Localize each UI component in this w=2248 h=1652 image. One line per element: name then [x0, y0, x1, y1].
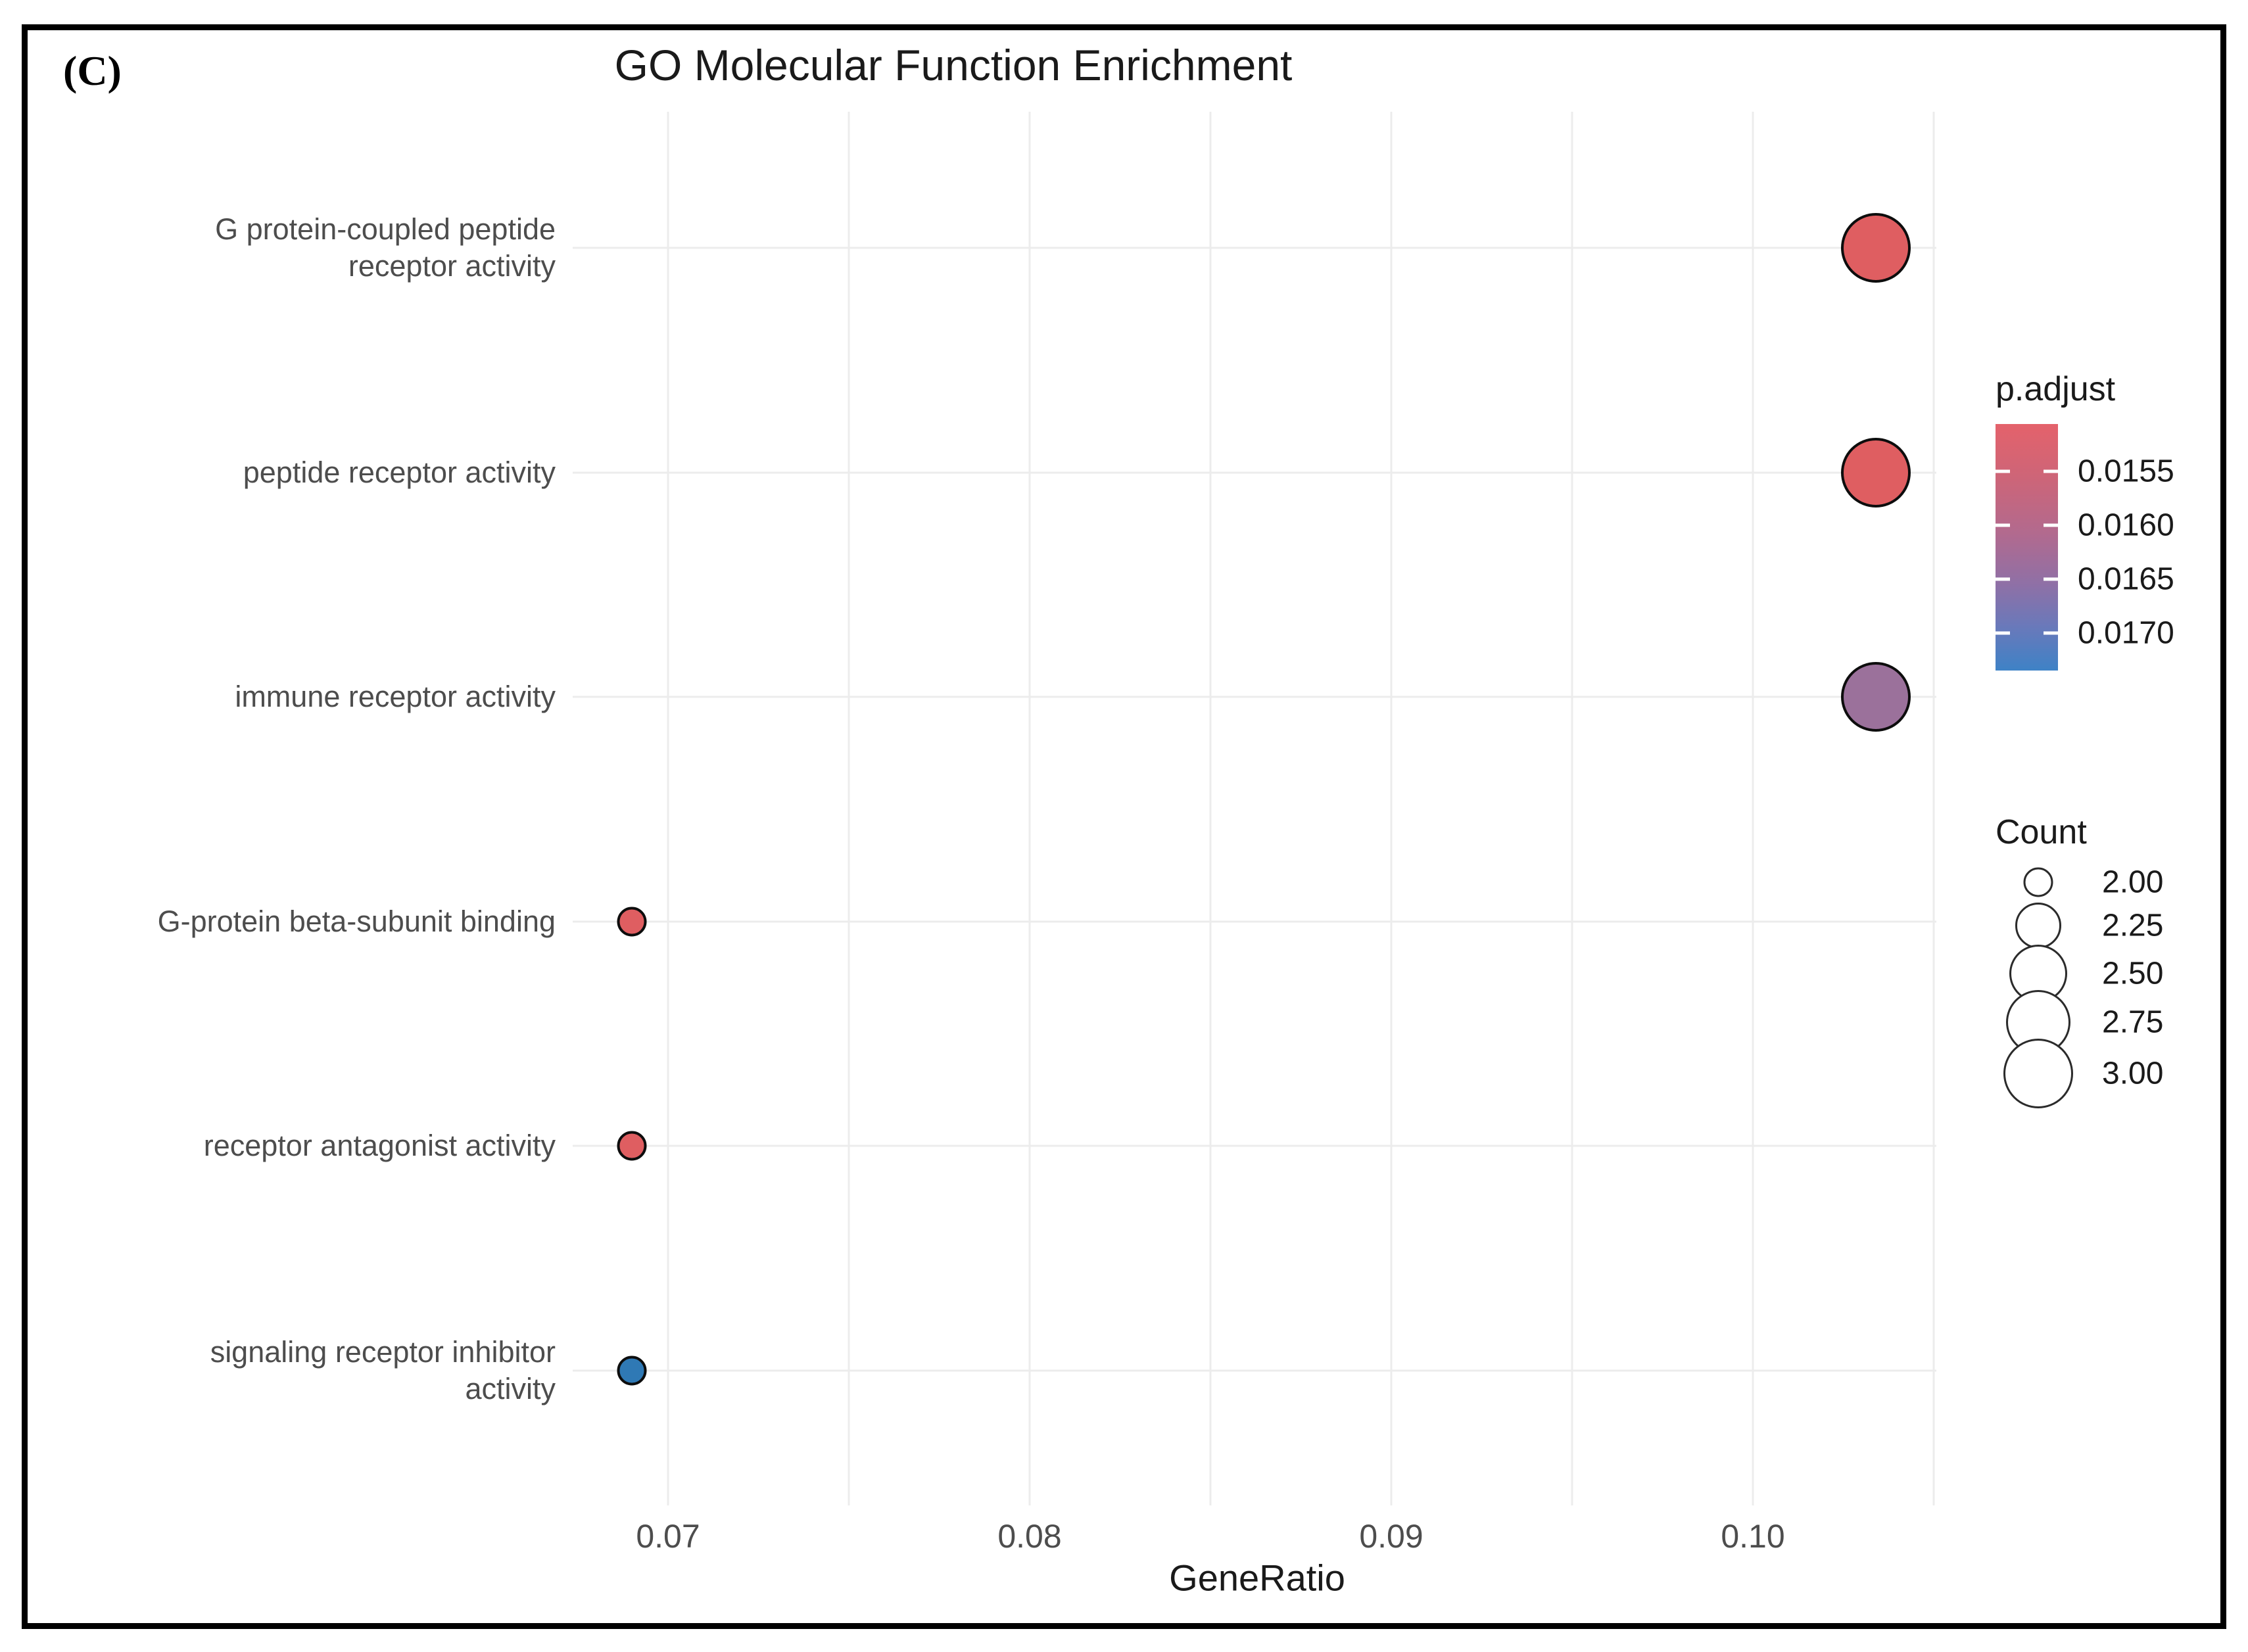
- colorbar-tick-mark: [2044, 469, 2058, 473]
- colorbar-tick-mark: [2044, 577, 2058, 581]
- h-gridline: [573, 1369, 1936, 1372]
- count-legend-label: 3.00: [2102, 1056, 2164, 1091]
- enrichment-dot: [1841, 662, 1911, 732]
- x-tick-label: 0.08: [997, 1518, 1062, 1555]
- v-gridline: [1571, 112, 1573, 1505]
- y-axis-category-label: G protein-coupled peptide receptor activ…: [215, 212, 556, 283]
- padjust-legend-title: p.adjust: [1996, 370, 2116, 408]
- colorbar-tick-mark: [1996, 577, 2010, 581]
- h-gridline: [573, 1145, 1936, 1147]
- count-legend-label: 2.25: [2102, 908, 2164, 943]
- figure-border: [22, 24, 2226, 1629]
- x-axis-title: GeneRatio: [1169, 1557, 1345, 1599]
- colorbar-tick-mark: [2044, 523, 2058, 527]
- figure-label: (C): [63, 47, 122, 94]
- v-gridline: [667, 112, 669, 1505]
- x-tick-label: 0.09: [1359, 1518, 1423, 1555]
- y-axis-category-label: peptide receptor activity: [243, 455, 556, 489]
- y-axis-category-label: immune receptor activity: [235, 680, 556, 714]
- h-gridline: [573, 247, 1936, 249]
- colorbar-tick-label: 0.0170: [2078, 615, 2174, 651]
- colorbar-tick-label: 0.0155: [2078, 454, 2174, 489]
- h-gridline: [573, 920, 1936, 923]
- x-tick-label: 0.07: [636, 1518, 700, 1555]
- y-axis-category-label: receptor antagonist activity: [203, 1129, 556, 1163]
- count-legend-title: Count: [1996, 813, 2087, 851]
- colorbar-tick-mark: [2044, 631, 2058, 635]
- enrichment-dot: [617, 1356, 647, 1386]
- plot-title: GO Molecular Function Enrichment: [614, 41, 1293, 89]
- h-gridline: [573, 696, 1936, 698]
- count-legend-label: 2.75: [2102, 1004, 2164, 1040]
- count-legend-label: 2.00: [2102, 864, 2164, 900]
- colorbar-tick-mark: [1996, 523, 2010, 527]
- y-axis-category-label: G-protein beta-subunit binding: [157, 904, 556, 938]
- enrichment-dot: [617, 907, 647, 937]
- v-gridline: [1390, 112, 1393, 1505]
- colorbar-tick-mark: [1996, 631, 2010, 635]
- enrichment-dot: [617, 1131, 647, 1161]
- v-gridline: [1028, 112, 1031, 1505]
- h-gridline: [573, 471, 1936, 474]
- colorbar-tick-label: 0.0165: [2078, 561, 2174, 597]
- v-gridline: [848, 112, 850, 1505]
- enrichment-dot: [1841, 437, 1911, 507]
- v-gridline: [1932, 112, 1935, 1505]
- colorbar-tick-mark: [1996, 469, 2010, 473]
- count-legend-circle: [2003, 1039, 2073, 1108]
- count-legend-circle: [2015, 903, 2061, 949]
- v-gridline: [1209, 112, 1212, 1505]
- count-legend-label: 2.50: [2102, 956, 2164, 991]
- padjust-colorbar: [1996, 424, 2058, 671]
- y-axis-category-label: signaling receptor inhibitor activity: [210, 1334, 556, 1405]
- x-tick-label: 0.10: [1721, 1518, 1785, 1555]
- count-legend-circle: [2023, 867, 2053, 897]
- v-gridline: [1752, 112, 1754, 1505]
- enrichment-dot: [1841, 213, 1911, 283]
- colorbar-tick-label: 0.0160: [2078, 507, 2174, 543]
